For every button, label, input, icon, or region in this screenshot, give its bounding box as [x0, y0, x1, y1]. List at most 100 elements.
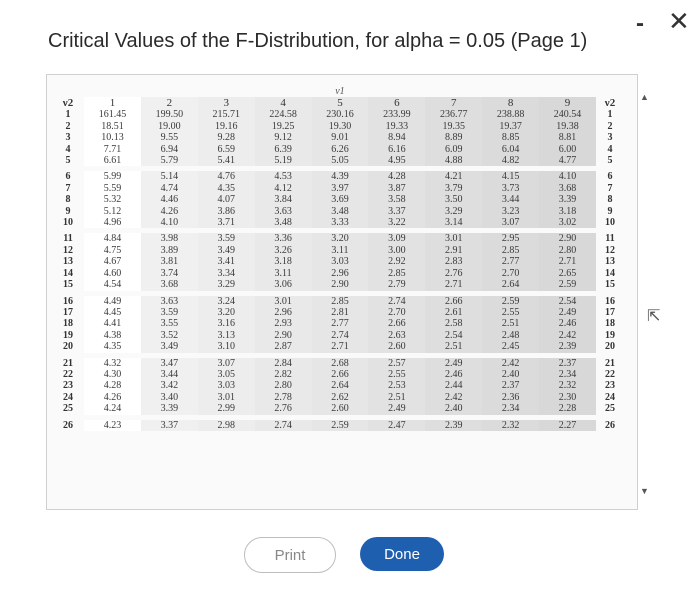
scroll-up-icon[interactable]: ▲ [640, 92, 649, 102]
table-cell: 4.28 [368, 171, 426, 183]
minimize-icon[interactable]: - [636, 10, 644, 37]
table-cell: 3.44 [482, 194, 539, 206]
table-cell: 2.39 [425, 419, 483, 431]
table-cell: 4.82 [482, 155, 539, 167]
table-cell: 2.49 [368, 403, 426, 415]
table-cell: 3.52 [140, 329, 198, 342]
table-cell: 4.77 [539, 155, 596, 167]
table-cell: 3.89 [140, 244, 198, 257]
row-label-right: 14 [605, 267, 615, 279]
row-label-left: 2 [65, 120, 71, 132]
table-cell: 3.05 [197, 368, 255, 381]
table-cell: 2.32 [482, 419, 539, 431]
table-cell: 6.59 [197, 143, 255, 156]
table-cell: 3.69 [311, 194, 369, 206]
table-cell: 2.85 [311, 295, 369, 307]
table-row: 8 5.32 4.46 4.07 3.84 3.69 3.58 3.50 3.44 3.39 8 [52, 194, 624, 206]
table-cell: 2.61 [425, 306, 483, 319]
table-cell: 2.60 [368, 341, 426, 353]
table-cell: 6.16 [368, 143, 426, 156]
table-cell: 4.76 [197, 171, 255, 183]
table-cell: 4.88 [425, 155, 483, 167]
row-label-left: 17 [63, 306, 73, 318]
table-cell: 5.99 [84, 171, 141, 183]
table-cell: 3.48 [311, 205, 369, 218]
table-cell: 2.54 [425, 329, 483, 342]
table-cell: 240.54 [539, 109, 596, 121]
row-label-left: 16 [63, 295, 73, 307]
table-cell: 4.60 [84, 267, 141, 280]
done-button[interactable]: Done [360, 537, 444, 571]
table-cell: 6.94 [140, 143, 198, 156]
f-distribution-table-scroll[interactable]: ν1 ν2 1 2 3 4 5 6 7 8 9 ν2 1 161.45 199.50 215.71 224… [52, 86, 632, 496]
table-cell: 2.77 [311, 318, 369, 330]
table-row: 4 7.71 6.94 6.59 6.39 6.26 6.16 6.09 6.04 6.00 4 [52, 143, 624, 156]
row-label-right: 25 [605, 403, 615, 415]
table-cell: 236.77 [425, 109, 483, 121]
table-cell: 2.42 [482, 357, 539, 369]
table-cell: 3.79 [425, 182, 483, 195]
table-cell: 3.44 [140, 368, 198, 381]
table-cell: 2.30 [539, 391, 596, 404]
table-row: 23 4.28 3.42 3.03 2.80 2.64 2.53 2.44 2.37 2.32 23 [52, 380, 624, 392]
table-cell: 3.16 [197, 318, 255, 330]
print-button[interactable]: Print [244, 537, 336, 573]
scroll-down-icon[interactable]: ▼ [640, 486, 649, 496]
table-cell: 3.13 [197, 329, 255, 342]
table-cell: 3.63 [254, 205, 312, 218]
table-cell: 9.12 [254, 132, 312, 144]
row-label-right: 12 [605, 244, 615, 256]
table-cell: 19.16 [197, 120, 255, 133]
table-cell: 3.63 [140, 295, 198, 307]
table-cell: 2.34 [539, 368, 596, 381]
row-label-left: 22 [63, 368, 73, 380]
table-row: 26 4.23 3.37 2.98 2.74 2.59 2.47 2.39 2.32 2.27 26 [52, 419, 624, 431]
row-label-left: 25 [63, 403, 73, 415]
table-row: 20 4.35 3.49 3.10 2.87 2.71 2.60 2.51 2.45 2.39 20 [52, 341, 624, 353]
table-cell: 10.13 [84, 132, 141, 144]
table-cell: 2.46 [425, 368, 483, 381]
table-cell: 9.28 [197, 132, 255, 144]
table-row: 5 6.61 5.79 5.41 5.19 5.05 4.95 4.88 4.82 4.77 5 [52, 155, 624, 167]
row-label-left: 19 [63, 329, 73, 341]
table-cell: 2.40 [425, 403, 483, 415]
table-cell: 2.37 [539, 357, 596, 369]
table-row: 24 4.26 3.40 3.01 2.78 2.62 2.51 2.42 2.36 2.30 24 [52, 391, 624, 404]
table-cell: 2.60 [311, 403, 369, 415]
column-header: 5 [311, 97, 369, 110]
table-cell: 4.10 [140, 217, 198, 229]
table-row: 18 4.41 3.55 3.16 2.93 2.77 2.66 2.58 2.51 2.46 18 [52, 318, 624, 330]
table-cell: 3.18 [254, 256, 312, 268]
table-row: 16 4.49 3.63 3.24 3.01 2.85 2.74 2.66 2.59 2.54 16 [52, 295, 624, 307]
table-cell: 2.90 [539, 233, 596, 245]
table-body: 1 161.45 199.50 215.71 224.58 230.16 233.99 236… [52, 109, 624, 431]
table-cell: 6.26 [311, 143, 369, 156]
table-cell: 3.23 [482, 205, 539, 218]
close-icon[interactable]: ✕ [668, 6, 690, 36]
row-label-left: 18 [63, 318, 73, 330]
table-cell: 3.11 [311, 244, 369, 257]
table-row: 12 4.75 3.89 3.49 3.26 3.11 3.00 2.91 2.85 2.80 12 [52, 244, 624, 257]
table-cell: 238.88 [482, 109, 539, 121]
table-cell: 2.51 [425, 341, 483, 353]
table-row: 19 4.38 3.52 3.13 2.90 2.74 2.63 2.54 2.48 2.42 19 [52, 329, 624, 342]
table-cell: 2.64 [311, 380, 369, 392]
table-cell: 3.09 [368, 233, 426, 245]
table-cell: 2.66 [311, 368, 369, 381]
column-header: 6 [368, 97, 426, 110]
table-cell: 2.95 [482, 233, 539, 245]
table-cell: 4.41 [84, 318, 141, 330]
table-cell: 4.10 [539, 171, 596, 183]
row-label-right: 2 [607, 120, 613, 132]
table-cell: 2.59 [311, 419, 369, 431]
table-cell: 3.01 [425, 233, 483, 245]
table-cell: 19.38 [539, 120, 596, 133]
row-label-right: 1 [607, 109, 613, 121]
table-cell: 6.00 [539, 143, 596, 156]
table-cell: 2.66 [368, 318, 426, 330]
table-cell: 3.20 [197, 306, 255, 319]
table-cell: 3.03 [197, 380, 255, 392]
table-cell: 6.04 [482, 143, 539, 156]
table-cell: 2.53 [368, 380, 426, 392]
table-cell: 5.32 [84, 194, 141, 206]
